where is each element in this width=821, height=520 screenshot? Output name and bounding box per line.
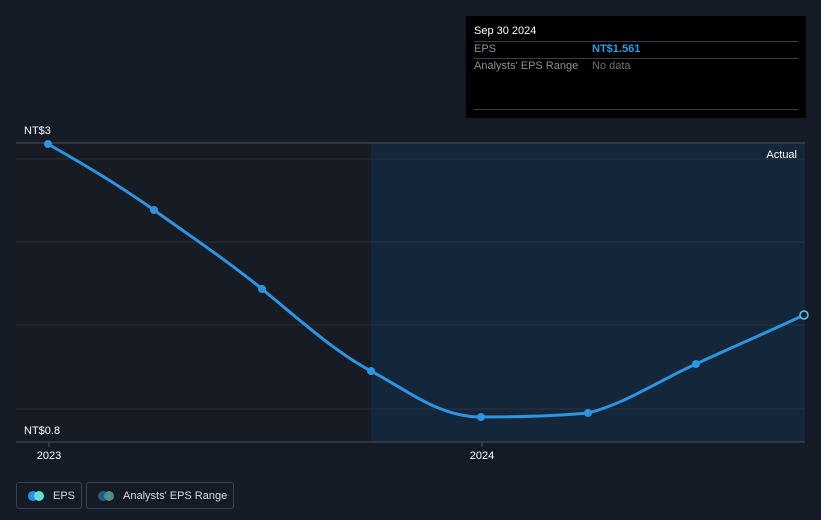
legend-eps[interactable]: EPS xyxy=(16,482,82,509)
tooltip-range-value: No data xyxy=(592,60,631,72)
actual-label: Actual xyxy=(766,149,797,161)
divider xyxy=(474,41,798,42)
legend-analysts-eps-range[interactable]: Analysts' EPS Range xyxy=(86,482,234,509)
tooltip-date: Sep 30 2024 xyxy=(474,25,537,37)
tooltip: Sep 30 2024 EPS NT$1.561 Analysts' EPS R… xyxy=(466,16,806,118)
tooltip-eps-value: NT$1.561 xyxy=(592,43,641,55)
legend-eps-label: EPS xyxy=(53,489,76,502)
eps-latest-point[interactable] xyxy=(799,310,809,320)
tooltip-range-label: Analysts' EPS Range xyxy=(474,60,579,72)
divider xyxy=(474,109,798,110)
y-axis-top-label: NT$3 xyxy=(24,125,51,137)
eps-points xyxy=(44,140,700,421)
tooltip-eps-label: EPS xyxy=(474,43,497,55)
x-axis-label-2024: 2024 xyxy=(470,450,494,462)
y-axis-bottom-label: NT$0.8 xyxy=(24,425,60,437)
divider xyxy=(474,58,798,59)
x-axis-label-2023: 2023 xyxy=(37,450,61,462)
actual-region xyxy=(371,143,805,442)
analysts-range-legend-icon xyxy=(98,490,114,501)
legend-analysts-range-label: Analysts' EPS Range xyxy=(123,489,228,502)
eps-line xyxy=(47,142,805,419)
eps-legend-icon xyxy=(28,490,44,501)
